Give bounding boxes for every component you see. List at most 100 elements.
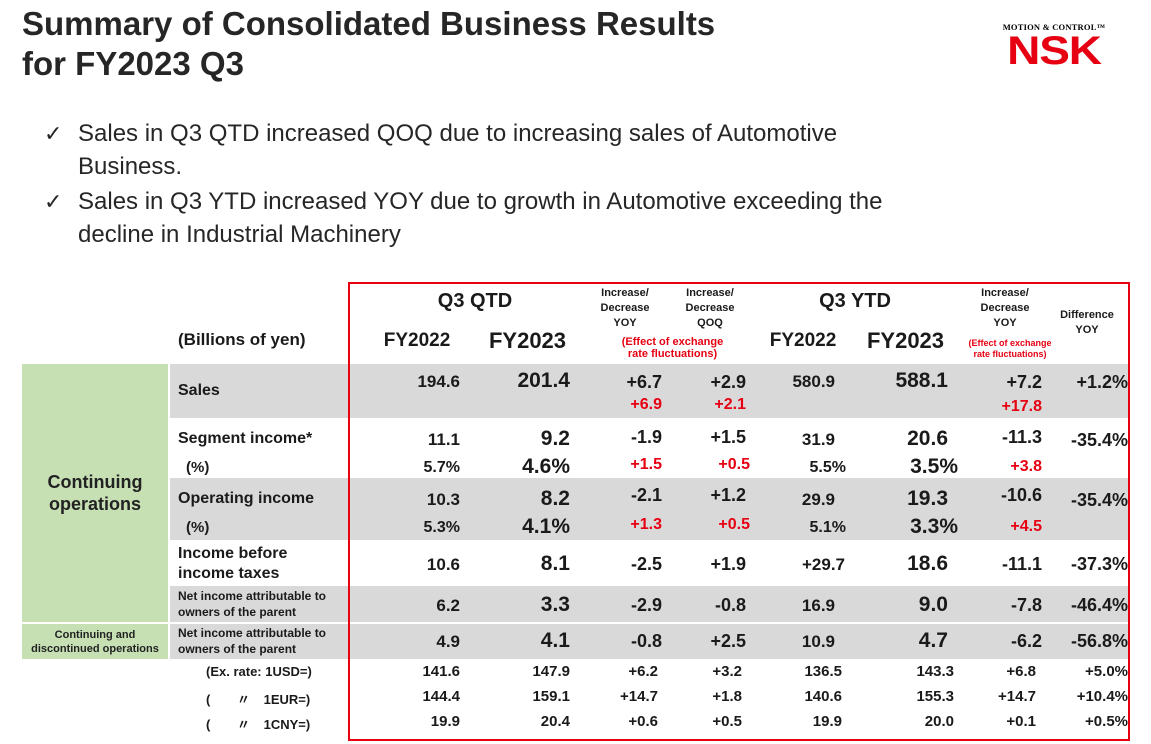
fx-note-line: rate fluctuations) — [973, 349, 1047, 359]
bullet-text: decline in Industrial Machinery — [78, 221, 401, 248]
cell-op-q23: 8.2 — [540, 487, 570, 510]
label-line: owners of the parent — [178, 605, 297, 619]
header-line: Decrease — [685, 302, 735, 314]
fx-note-line: rate fluctuations) — [627, 348, 718, 360]
cell-cny-diff: +0.5% — [1085, 713, 1128, 730]
header-fy2023-ytd: FY2023 — [866, 328, 945, 353]
cell-segpct-y22: 5.5% — [809, 459, 846, 476]
cell-ni-y23: 9.0 — [918, 593, 948, 616]
header-line: Increase/ — [981, 287, 1029, 299]
row-label-net-income-total: Net income attributable to owners of the… — [178, 625, 326, 657]
cell-op-diff: -35.4% — [1070, 490, 1128, 510]
cell-cny-q22: 19.9 — [430, 713, 460, 730]
cell-oppct-y23: 3.3% — [910, 515, 958, 538]
cell-ibt-y23: 18.6 — [907, 552, 948, 575]
header-q3-ytd: Q3 YTD — [819, 290, 891, 312]
label-line: Net income attributable to — [178, 589, 327, 603]
label-line: income taxes — [178, 565, 280, 582]
header-line: Difference — [1060, 309, 1114, 321]
fx-note-line: (Effect of exchange — [968, 338, 1052, 348]
row-band-operating — [170, 478, 1130, 540]
cell-ni2-q22: 4.9 — [436, 632, 460, 651]
header-inc-ytd: Increase/ Decrease YOY — [970, 286, 1040, 331]
cell-eur-ytd: +14.7 — [998, 688, 1036, 705]
cell-ni-yoy: -2.9 — [630, 595, 662, 615]
cell-oppct-y22: 5.1% — [809, 519, 846, 536]
row-label-operating-income: Operating income — [178, 490, 315, 507]
row-band-net-income-2 — [170, 624, 1130, 659]
cell-eur-q23: 159.1 — [532, 688, 570, 705]
cell-sales-diff: +1.2% — [1076, 372, 1128, 392]
continuing-operations-label: Continuing operations — [22, 364, 168, 622]
row-band-net-income — [170, 586, 1130, 622]
cell-ibt-diff: -37.3% — [1070, 554, 1128, 574]
header-line: Increase/ — [686, 287, 734, 299]
header-line: Decrease — [980, 302, 1030, 314]
paren-open: ( — [206, 692, 211, 707]
cell-cny-yoy: +0.6 — [628, 713, 658, 730]
cell-cny-y22: 19.9 — [812, 713, 842, 730]
cell-op-y22: 29.9 — [801, 490, 835, 509]
cell-op-qoq: +1.2 — [710, 485, 746, 505]
cell-eur-y22: 140.6 — [804, 688, 842, 705]
cell-sales-ytd: +7.2 — [1006, 372, 1042, 392]
cell-seg-y23: 20.6 — [907, 427, 948, 450]
cell-segpct-y23: 3.5% — [910, 455, 958, 478]
cell-ni2-yoy: -0.8 — [630, 631, 662, 651]
row-label-usd: (Ex. rate: 1USD=) — [206, 664, 312, 679]
cell-ibt-yoy: -2.5 — [630, 554, 662, 574]
cell-sales-y23: 588.1 — [895, 369, 948, 392]
cell-ni2-diff: -56.8% — [1070, 631, 1128, 651]
row-label-sales: Sales — [178, 382, 220, 399]
cell-oppct-qoq: +0.5 — [718, 516, 750, 533]
row-label-net-income: Net income attributable to owners of the… — [178, 588, 326, 620]
row-label-segment-income: Segment income* — [178, 430, 313, 447]
row-label-operating-pct: (%) — [186, 519, 210, 536]
cell-cny-ytd: +0.1 — [1006, 713, 1036, 730]
units-label: (Billions of yen) — [178, 330, 306, 349]
paren-open: ( — [206, 717, 211, 732]
cell-seg-diff: -35.4% — [1070, 430, 1128, 450]
cell-ni2-ytd: -6.2 — [1010, 631, 1042, 651]
cell-ni2-q23: 4.1 — [540, 629, 570, 652]
header-q3-qtd: Q3 QTD — [437, 290, 513, 312]
cell-usd-q23: 147.9 — [532, 663, 570, 680]
ditto-mark: 〃 — [236, 717, 250, 732]
logo-brand: NSK — [1007, 29, 1102, 73]
cell-seg-ytd: -11.3 — [1001, 427, 1042, 447]
cell-usd-q22: 141.6 — [422, 663, 460, 680]
header-line: YOY — [993, 317, 1017, 329]
title-line-2: for FY2023 Q3 — [22, 45, 244, 82]
nsk-logo: MOTION & CONTROL™ NSK — [992, 22, 1116, 71]
fx-note-ytd: (Effect of exchange rate fluctuations) — [962, 338, 1058, 360]
cell-cny-y23: 20.0 — [924, 713, 954, 730]
label-line: Continuing — [47, 472, 143, 492]
cell-segpct-q23: 4.6% — [522, 455, 570, 478]
cell-usd-y22: 136.5 — [804, 663, 842, 680]
bullet-item: ✓ Sales in Q3 YTD increased YOY due to g… — [44, 185, 1084, 251]
header-fy2022-ytd: FY2022 — [769, 330, 837, 351]
continuing-discontinued-label: Continuing and discontinued operations — [22, 624, 168, 659]
cell-usd-diff: +5.0% — [1085, 663, 1128, 680]
cell-usd-y23: 143.3 — [916, 663, 954, 680]
cell-ni-q22: 6.2 — [436, 596, 460, 615]
cell-segpct-ytd: +3.8 — [1010, 458, 1042, 475]
header-inc-qoq: Increase/ Decrease QOQ — [675, 286, 745, 331]
cell-ni2-y23: 4.7 — [918, 629, 948, 652]
fx-note-qtd: (Effect of exchange rate fluctuations) — [605, 336, 740, 360]
cell-sales-q23: 201.4 — [517, 369, 570, 392]
cell-segpct-qoq: +0.5 — [718, 456, 750, 473]
label-line: discontinued operations — [31, 642, 159, 655]
currency-label: 1EUR=) — [263, 692, 311, 707]
cell-eur-yoy: +14.7 — [620, 688, 658, 705]
check-icon: ✓ — [44, 189, 63, 214]
ditto-mark: 〃 — [236, 692, 250, 707]
row-label-income-before-taxes: Income before income taxes — [178, 544, 287, 584]
cell-ni-y22: 16.9 — [801, 596, 835, 615]
cell-usd-qoq: +3.2 — [712, 663, 742, 680]
cell-sales-fx-yoy: +6.9 — [630, 396, 662, 413]
check-icon: ✓ — [44, 121, 63, 146]
fx-note-line: (Effect of exchange — [621, 336, 724, 348]
row-label-cny: ( 〃 1CNY=) — [206, 714, 310, 733]
cell-oppct-q22: 5.3% — [423, 519, 460, 536]
